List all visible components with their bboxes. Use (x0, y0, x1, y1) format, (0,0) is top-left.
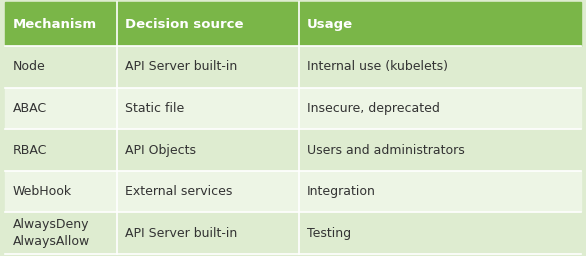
Text: API Server built-in: API Server built-in (125, 60, 237, 73)
Text: Mechanism: Mechanism (13, 18, 97, 30)
Text: API Objects: API Objects (125, 144, 196, 156)
Text: Insecure, deprecated: Insecure, deprecated (307, 102, 440, 115)
Bar (5, 171, 581, 212)
Text: AlwaysDeny
AlwaysAllow: AlwaysDeny AlwaysAllow (13, 218, 90, 248)
Text: Static file: Static file (125, 102, 185, 115)
Text: ABAC: ABAC (13, 102, 47, 115)
Text: Testing: Testing (307, 227, 351, 240)
Bar (5, 46, 581, 88)
Text: Node: Node (13, 60, 46, 73)
Text: Decision source: Decision source (125, 18, 244, 30)
Bar (5, 88, 581, 129)
Text: Integration: Integration (307, 185, 376, 198)
Text: Users and administrators: Users and administrators (307, 144, 465, 156)
Bar (5, 212, 581, 254)
Text: WebHook: WebHook (13, 185, 72, 198)
Text: API Server built-in: API Server built-in (125, 227, 237, 240)
Bar (5, 2, 581, 46)
Text: Usage: Usage (307, 18, 353, 30)
Text: External services: External services (125, 185, 233, 198)
Text: Internal use (kubelets): Internal use (kubelets) (307, 60, 448, 73)
Bar (5, 129, 581, 171)
Text: RBAC: RBAC (13, 144, 47, 156)
